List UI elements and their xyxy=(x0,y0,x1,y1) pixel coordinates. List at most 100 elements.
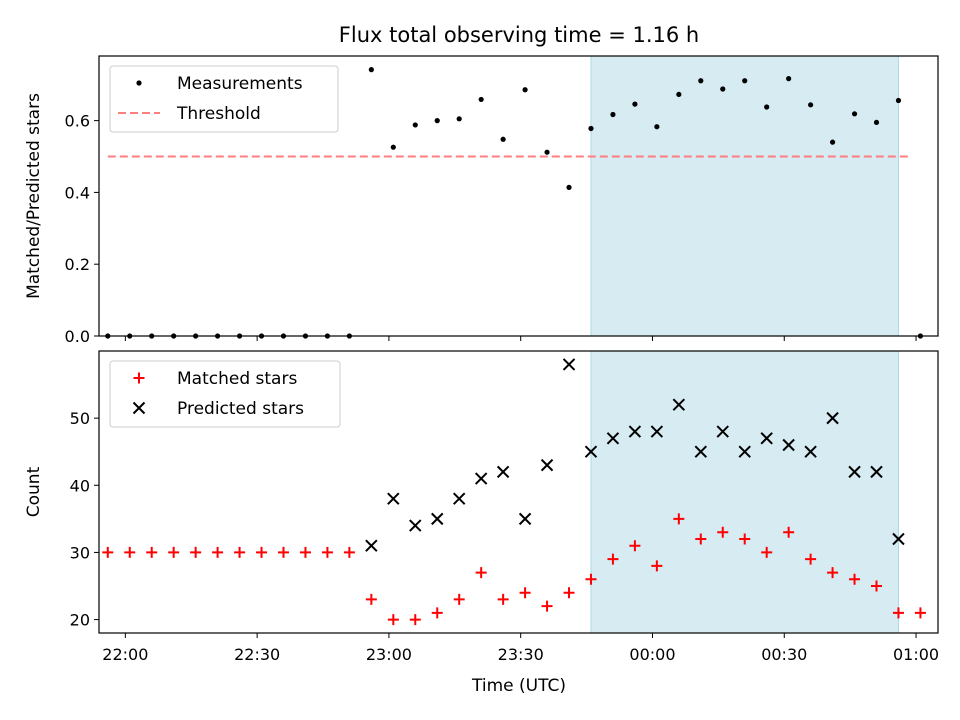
matched-stars-point xyxy=(607,553,619,565)
measurements-point xyxy=(720,86,726,92)
measurements-point xyxy=(456,116,462,122)
ratio-panel: 0.0 0.2 0.4 0.6 Matched/Predicted stars Mea… xyxy=(24,55,939,346)
predicted-stars-point xyxy=(650,425,664,438)
ratio-x-ticks xyxy=(124,336,917,341)
count-marks xyxy=(102,358,926,626)
matched-stars-point xyxy=(849,573,861,585)
measurements-point xyxy=(808,102,814,108)
predicted-stars-point xyxy=(870,465,883,479)
threshold-legend-label: Threshold xyxy=(176,104,261,124)
measurements-point xyxy=(654,124,660,130)
ratio-y-ticks: 0.0 0.2 0.4 0.6 xyxy=(65,112,99,346)
measurements-legend-marker xyxy=(136,80,142,86)
predicted-stars-point xyxy=(782,438,795,452)
ratio-legend-box xyxy=(109,65,339,133)
matched-stars-point xyxy=(805,553,817,565)
y-tick-label: 0.0 xyxy=(65,327,90,346)
measurements-legend-label: Measurements xyxy=(177,74,303,94)
measurements-point xyxy=(786,76,792,82)
measurements-point xyxy=(895,97,902,104)
matched-stars-legend-marker xyxy=(133,372,145,384)
measurements-point xyxy=(478,96,484,103)
x-tick-label: 00:00 xyxy=(629,645,675,664)
matched-stars-point xyxy=(343,546,355,558)
predicted-stars-point xyxy=(760,432,773,445)
measurements-point xyxy=(434,118,440,124)
matched-stars-point xyxy=(277,546,289,558)
predicted-stars-point xyxy=(540,458,554,472)
measurements-point xyxy=(742,78,748,84)
y-tick-label: 0.2 xyxy=(65,255,90,274)
predicted-stars-point xyxy=(474,472,488,485)
predicted-stars-point xyxy=(387,492,400,505)
matched-stars-point xyxy=(783,526,795,538)
matched-stars-point xyxy=(563,587,575,599)
matched-stars-point xyxy=(695,533,707,545)
predicted-stars-legend-label: Predicted stars xyxy=(177,399,304,419)
x-tick-label: 01:00 xyxy=(893,645,939,664)
matched-stars-point xyxy=(124,546,136,558)
matched-stars-point xyxy=(234,546,246,558)
measurements-point xyxy=(522,87,528,93)
predicted-stars-point xyxy=(892,532,905,546)
ratio-y-axis-label: Matched/Predicted stars xyxy=(24,93,44,299)
matched-stars-point xyxy=(497,593,509,605)
y-tick-label: 0.6 xyxy=(65,112,90,131)
matched-stars-point xyxy=(541,600,553,612)
measurements-point xyxy=(500,136,506,142)
matched-stars-point xyxy=(717,526,729,538)
predicted-stars-point xyxy=(452,492,466,505)
predicted-stars-point xyxy=(606,432,620,445)
predicted-stars-point xyxy=(431,512,444,526)
matched-stars-point xyxy=(914,607,926,619)
predicted-stars-point xyxy=(365,539,378,552)
matched-stars-point xyxy=(739,533,751,545)
predicted-stars-legend-marker xyxy=(132,401,146,415)
measurements-point xyxy=(390,144,396,150)
measurements-point xyxy=(698,78,704,84)
measurements-point xyxy=(588,125,594,132)
count-axes-frame xyxy=(98,350,939,634)
matched-stars-point xyxy=(256,546,268,558)
matched-stars-point xyxy=(585,573,597,585)
ratio-legend: Measurements Threshold xyxy=(109,65,339,133)
matched-stars-point xyxy=(212,546,224,558)
predicted-stars-point xyxy=(562,358,576,371)
matched-stars-point xyxy=(871,580,883,592)
predicted-stars-point xyxy=(584,445,598,458)
count-legend: Matched stars Predicted stars xyxy=(109,360,341,428)
predicted-stars-point xyxy=(672,398,686,411)
y-tick-label: 50 xyxy=(70,409,90,428)
measurements-point xyxy=(610,111,616,118)
predicted-stars-point xyxy=(409,519,422,532)
matched-stars-point xyxy=(168,546,180,558)
x-tick-label: 22:00 xyxy=(102,645,148,664)
matched-stars-point xyxy=(409,614,421,626)
predicted-stars-point xyxy=(496,465,510,479)
matched-stars-point xyxy=(629,540,641,552)
matched-stars-point xyxy=(519,587,531,599)
x-tick-label: 23:30 xyxy=(498,645,544,664)
predicted-stars-point xyxy=(804,445,817,458)
matched-stars-point xyxy=(387,614,399,626)
observing-window-span xyxy=(590,350,899,634)
predicted-stars-point xyxy=(518,512,532,526)
predicted-stars-point xyxy=(694,445,708,458)
matched-stars-point xyxy=(651,560,663,572)
predicted-stars-point xyxy=(826,411,839,425)
measurements-point xyxy=(764,104,770,110)
matched-stars-point xyxy=(365,593,377,605)
matched-stars-point xyxy=(673,513,685,525)
predicted-stars-point xyxy=(628,425,642,438)
matched-stars-point xyxy=(827,567,839,579)
matched-stars-legend-label: Matched stars xyxy=(177,369,297,389)
predicted-stars-point xyxy=(738,445,751,458)
chart-title: Flux total observing time = 1.16 h xyxy=(339,23,699,47)
y-tick-label: 30 xyxy=(70,543,90,562)
count-legend-box xyxy=(109,360,341,428)
matched-stars-point xyxy=(431,607,443,619)
matched-stars-point xyxy=(102,546,114,558)
count-y-axis-label: Count xyxy=(24,466,44,517)
x-tick-label: 23:00 xyxy=(366,645,412,664)
